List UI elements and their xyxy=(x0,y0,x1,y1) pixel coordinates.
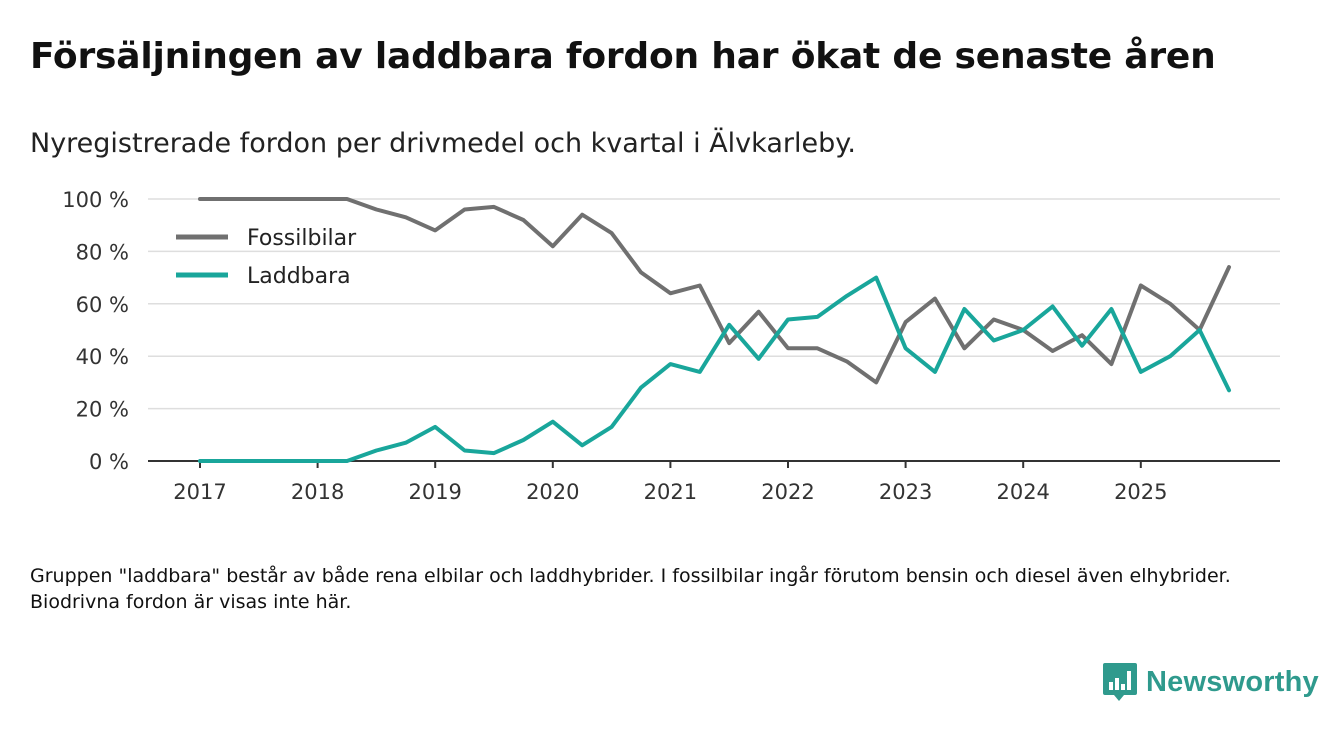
data-point-laddbara xyxy=(1051,304,1055,308)
chart-subtitle: Nyregistrerade fordon per drivmedel och … xyxy=(30,128,856,159)
series-line-fossilbilar xyxy=(198,197,1231,385)
data-point-laddbara xyxy=(286,459,290,463)
data-point-laddbara xyxy=(815,315,819,319)
data-point-laddbara xyxy=(521,438,525,442)
data-point-fossilbilar xyxy=(815,346,819,350)
data-point-laddbara xyxy=(786,318,790,322)
data-point-laddbara xyxy=(992,338,996,342)
data-point-laddbara xyxy=(404,441,408,445)
data-point-fossilbilar xyxy=(874,380,878,384)
y-tick-label: 60 % xyxy=(76,293,129,317)
data-point-fossilbilar xyxy=(198,197,202,201)
data-point-fossilbilar xyxy=(933,297,937,301)
data-point-laddbara xyxy=(639,386,643,390)
data-point-laddbara xyxy=(904,346,908,350)
data-point-fossilbilar xyxy=(345,197,349,201)
data-point-fossilbilar xyxy=(992,318,996,322)
x-tick-label: 2023 xyxy=(879,480,932,504)
data-point-laddbara xyxy=(492,451,496,455)
data-point-laddbara xyxy=(345,459,349,463)
series-line-laddbara xyxy=(198,275,1231,463)
data-point-laddbara xyxy=(933,370,937,374)
legend-label-laddbara: Laddbara xyxy=(247,264,351,289)
data-point-fossilbilar xyxy=(904,320,908,324)
y-tick-label: 0 % xyxy=(89,450,129,474)
data-point-fossilbilar xyxy=(521,218,525,222)
data-point-fossilbilar xyxy=(962,346,966,350)
data-point-laddbara xyxy=(551,420,555,424)
data-point-laddbara xyxy=(1080,344,1084,348)
data-point-laddbara xyxy=(698,370,702,374)
x-tick-label: 2024 xyxy=(996,480,1049,504)
data-point-fossilbilar xyxy=(227,197,231,201)
data-point-laddbara xyxy=(757,357,761,361)
x-tick-label: 2021 xyxy=(644,480,697,504)
axes: 0 % 20 % 40 % 60 % 80 % 100 % 2017 2018 2019 2020… xyxy=(62,188,1280,504)
data-point-fossilbilar xyxy=(1109,362,1113,366)
data-point-fossilbilar xyxy=(551,244,555,248)
data-point-laddbara xyxy=(463,449,467,453)
data-point-fossilbilar xyxy=(433,228,437,232)
newsworthy-logo-icon xyxy=(1103,663,1137,701)
x-tick-label: 2020 xyxy=(526,480,579,504)
data-point-laddbara xyxy=(1168,354,1172,358)
data-point-laddbara xyxy=(727,323,731,327)
data-point-laddbara xyxy=(316,459,320,463)
data-point-fossilbilar xyxy=(845,359,849,363)
y-tick-label: 100 % xyxy=(62,188,129,212)
newsworthy-logo-text: Newsworthy xyxy=(1146,665,1319,698)
data-point-fossilbilar xyxy=(668,291,672,295)
data-point-laddbara xyxy=(668,362,672,366)
data-point-fossilbilar xyxy=(1051,349,1055,353)
data-point-laddbara xyxy=(198,459,202,463)
y-tick-label: 40 % xyxy=(76,345,129,369)
data-point-fossilbilar xyxy=(757,310,761,314)
x-tick-label: 2019 xyxy=(408,480,461,504)
data-point-fossilbilar xyxy=(492,205,496,209)
data-point-fossilbilar xyxy=(1168,302,1172,306)
data-point-laddbara xyxy=(610,425,614,429)
chart-title: Försäljningen av laddbara fordon har öka… xyxy=(30,36,1216,77)
data-point-fossilbilar xyxy=(1227,265,1231,269)
data-point-laddbara xyxy=(1227,388,1231,392)
legend-label-fossilbilar: Fossilbilar xyxy=(247,226,357,251)
data-point-fossilbilar xyxy=(698,283,702,287)
data-point-laddbara xyxy=(1109,307,1113,311)
series-lines xyxy=(198,197,1231,463)
data-point-laddbara xyxy=(257,459,261,463)
data-point-fossilbilar xyxy=(786,346,790,350)
data-point-laddbara xyxy=(845,294,849,298)
data-point-fossilbilar xyxy=(639,270,643,274)
data-point-fossilbilar xyxy=(727,341,731,345)
data-point-laddbara xyxy=(580,443,584,447)
x-tick-label: 2018 xyxy=(291,480,344,504)
x-tick-label: 2022 xyxy=(761,480,814,504)
newsworthy-logo: Newsworthy xyxy=(1102,662,1319,702)
data-point-fossilbilar xyxy=(257,197,261,201)
data-point-fossilbilar xyxy=(610,231,614,235)
x-tick-label: 2025 xyxy=(1114,480,1167,504)
x-tick-label: 2017 xyxy=(173,480,226,504)
chart-footnote: Gruppen "laddbara" består av både rena e… xyxy=(30,565,1231,613)
y-tick-label: 80 % xyxy=(76,240,129,264)
data-point-laddbara xyxy=(1198,328,1202,332)
data-point-fossilbilar xyxy=(1080,333,1084,337)
data-point-fossilbilar xyxy=(1139,283,1143,287)
data-point-fossilbilar xyxy=(463,207,467,211)
data-point-fossilbilar xyxy=(404,215,408,219)
data-point-laddbara xyxy=(227,459,231,463)
data-point-fossilbilar xyxy=(286,197,290,201)
data-point-laddbara xyxy=(433,425,437,429)
legend: Fossilbilar Laddbara xyxy=(176,226,357,289)
data-point-laddbara xyxy=(874,276,878,280)
data-point-laddbara xyxy=(374,449,378,453)
data-point-fossilbilar xyxy=(580,213,584,217)
data-point-laddbara xyxy=(962,307,966,311)
data-point-fossilbilar xyxy=(374,207,378,211)
y-tick-label: 20 % xyxy=(76,398,129,422)
data-point-laddbara xyxy=(1021,328,1025,332)
data-point-laddbara xyxy=(1139,370,1143,374)
data-point-fossilbilar xyxy=(316,197,320,201)
